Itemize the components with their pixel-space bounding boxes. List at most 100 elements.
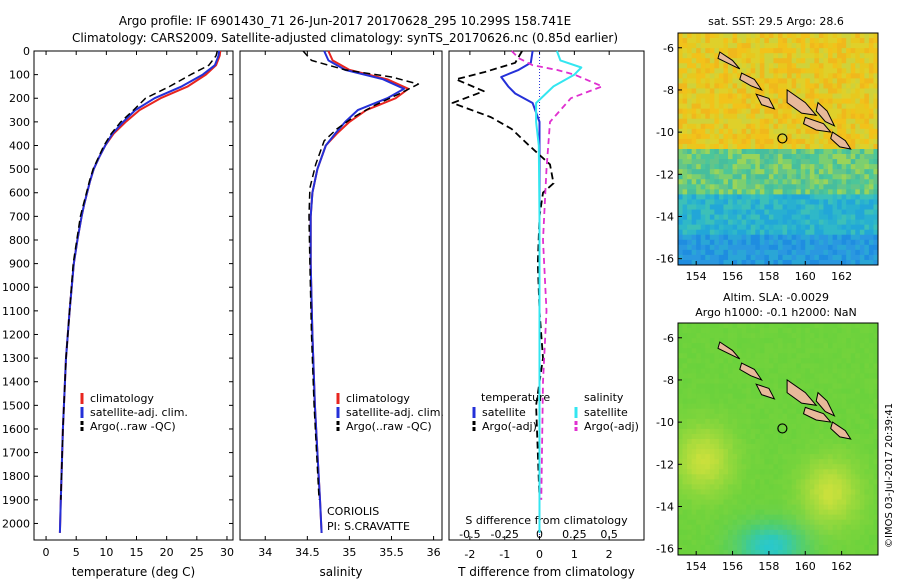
map-cell [723, 363, 729, 369]
map-cell [837, 38, 843, 44]
map-cell [768, 58, 774, 64]
map-cell [678, 368, 683, 374]
map-cell [687, 174, 693, 180]
map-cell [782, 68, 788, 74]
map-cell [732, 444, 738, 450]
map-cell [723, 514, 729, 521]
map-cell [787, 73, 793, 79]
map-cell [678, 373, 683, 379]
map-cell [832, 323, 838, 329]
map-cell [778, 439, 783, 445]
map-cell [768, 254, 774, 261]
map-cell [805, 509, 811, 516]
map-cell [864, 214, 870, 221]
map-cell [823, 333, 829, 339]
map-cell [750, 179, 756, 185]
map-cell [814, 179, 820, 185]
map-cell [705, 73, 711, 79]
map-cell [809, 204, 815, 210]
map-cell [696, 83, 702, 89]
map-cell [737, 524, 743, 531]
map-cell [741, 93, 747, 99]
map-cell [805, 113, 811, 120]
map-cell [746, 219, 752, 226]
map-cell [696, 449, 702, 455]
map-cell [750, 174, 756, 180]
map-cell [723, 449, 729, 455]
map-cell [764, 164, 770, 170]
map-cell [700, 544, 706, 551]
map-cell [773, 469, 779, 475]
map-cell [873, 333, 879, 339]
map-cell [805, 479, 811, 485]
map-cell [791, 68, 797, 74]
map-cell [714, 189, 720, 195]
map-cell [850, 509, 856, 516]
map-cell [850, 484, 856, 490]
map-cell [855, 348, 861, 354]
salinity-panel: 34 34.5 35 35.5 36salinityclimatologysatelli… [239, 50, 444, 579]
map-cell [864, 489, 870, 495]
map-cell [846, 444, 852, 450]
map-cell [682, 103, 688, 110]
map-cell [814, 539, 820, 546]
map-cell [873, 108, 879, 115]
map-cell [809, 363, 815, 369]
map-cell [818, 164, 824, 170]
map-cell [828, 539, 833, 546]
map-cell [818, 408, 824, 415]
map-cell [841, 249, 847, 256]
map-cell [796, 464, 802, 470]
map-cell [723, 509, 729, 516]
map-cell [832, 529, 838, 536]
map-cell [796, 323, 802, 329]
map-cell [782, 98, 788, 105]
map-cell [809, 244, 815, 251]
map-cell [737, 83, 743, 89]
map-cell [737, 133, 743, 140]
map-cell [696, 189, 702, 195]
map-cell [759, 83, 765, 89]
map-cell [782, 194, 788, 200]
map-cell [741, 504, 747, 511]
map-cell [773, 393, 779, 400]
map-cell [678, 348, 683, 354]
map-cell [855, 164, 861, 170]
map-cell [873, 454, 879, 460]
map-cell [814, 234, 820, 241]
header-line2: Climatology: CARS2009. Satellite-adjuste… [72, 31, 618, 45]
map-cell [737, 143, 743, 150]
map-cell [791, 358, 797, 364]
map-cell [782, 103, 788, 110]
map-cell [873, 143, 879, 150]
map-cell [714, 113, 720, 120]
map-cell [764, 48, 770, 54]
map-cell [778, 43, 783, 49]
map-cell [805, 464, 811, 470]
map-cell [759, 209, 765, 215]
map-cell [687, 73, 693, 79]
map-cell [855, 323, 861, 329]
map-cell [796, 249, 802, 256]
map-cell [714, 154, 720, 160]
map-cell [718, 333, 724, 339]
map-cell [728, 388, 733, 395]
legend-sal-satellite-label: satellite [584, 406, 628, 419]
map-cell [737, 433, 743, 440]
map-cell [850, 174, 856, 180]
map-cell [823, 343, 829, 349]
map-cell [718, 428, 724, 435]
map-cell [823, 383, 829, 389]
map-cell [678, 128, 683, 135]
map-cell [787, 38, 793, 44]
map-cell [732, 454, 738, 460]
map-cell [737, 363, 743, 369]
map-cell [828, 383, 833, 389]
map-cell [755, 484, 761, 490]
map-cell [705, 494, 711, 500]
map-cell [687, 469, 693, 475]
map-cell [846, 83, 852, 89]
map-cell [800, 373, 806, 379]
map-cell [828, 454, 833, 460]
map-cell [809, 179, 815, 185]
